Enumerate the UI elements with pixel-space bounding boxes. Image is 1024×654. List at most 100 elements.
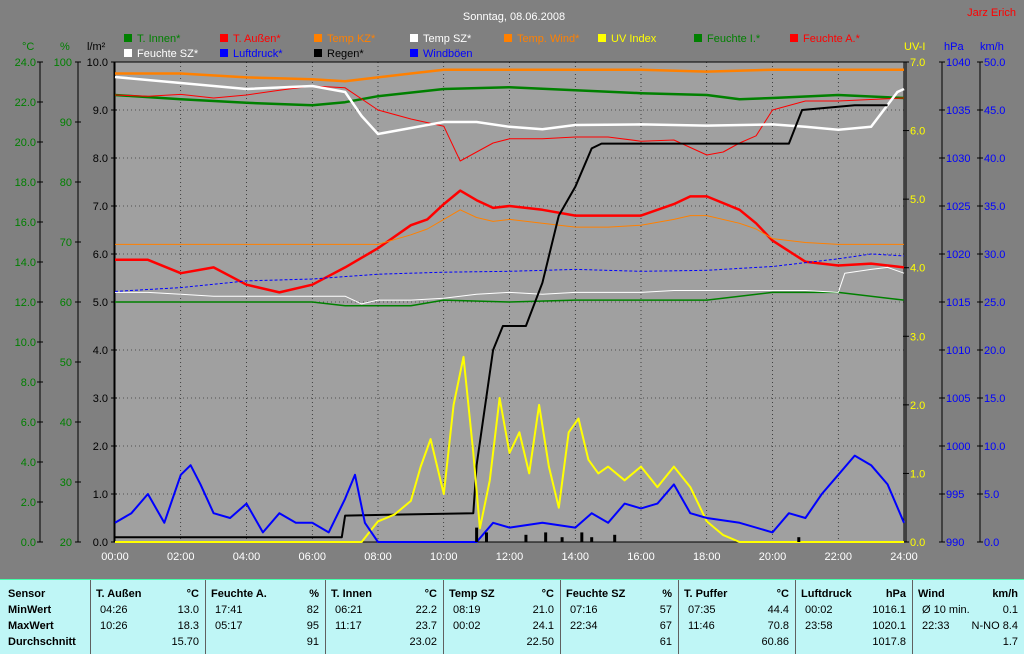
series-line [115, 355, 904, 543]
humidity_pct-tick-label: 90 [60, 117, 72, 129]
weather-chart: Sonntag, 08.06.2008 Jarz Erich °C % l/m²… [14, 7, 1016, 563]
uv-axis-label: UV-I [904, 41, 925, 53]
series-line [114, 85, 905, 162]
chart-author: Jarz Erich [967, 7, 1016, 19]
row-label-sensor: Sensor [8, 588, 46, 600]
series-line [114, 253, 905, 292]
x-tick-label: 10:00 [430, 551, 458, 563]
legend-label: Temp KZ* [327, 33, 376, 45]
temp_c-tick-label: 2.0 [21, 497, 36, 509]
x-tick-label: 22:00 [824, 551, 852, 563]
stat-min-time: 17:41 [215, 604, 243, 616]
x-tick-label: 14:00 [561, 551, 589, 563]
stat-min-value: 13.0 [177, 604, 199, 616]
legend-label: Temp. Wind* [517, 33, 580, 45]
series-line [115, 68, 904, 83]
rain_lm2-tick-label: 3.0 [93, 393, 108, 405]
stat-average: 22.50 [526, 636, 554, 648]
stats-column: T. Puffer °C 07:35 44.4 11:46 70.8 60.86 [678, 580, 796, 654]
pressure_hpa-tick-label: 995 [946, 489, 964, 501]
pressure-axis-label: hPa [944, 41, 964, 53]
legend-label: Luftdruck* [233, 48, 283, 60]
stat-max-value: 95 [306, 620, 319, 632]
x-tick-label: 06:00 [298, 551, 326, 563]
series-line [114, 454, 905, 543]
wind_kmh-tick-label: 35.0 [984, 201, 1005, 213]
temp_c-tick-label: 22.0 [15, 97, 36, 109]
stats-column: T. Innen °C 06:21 22.2 11:17 23.7 23.02 [325, 580, 444, 654]
row-label-avg: Durchschnitt [8, 636, 76, 648]
x-tick-label: 04:00 [233, 551, 261, 563]
stat-min-time: 07:16 [570, 604, 598, 616]
rain_lm2-tick-label: 4.0 [93, 345, 108, 357]
series-layer [114, 68, 905, 543]
stats-column: Luftdruck hPa 00:02 1016.1 23:58 1020.1 1017.8 [795, 580, 913, 654]
stat-min-value: 0.1 [1002, 604, 1018, 616]
stat-average: 23.02 [409, 636, 437, 648]
series-line [115, 291, 905, 307]
rain_lm2-tick-label: 9.0 [93, 105, 108, 117]
stat-average: 91 [306, 636, 319, 648]
humidity-axis-label: % [60, 41, 70, 53]
uv-tick-label: 5.0 [910, 194, 925, 206]
temp_c-tick-label: 24.0 [15, 57, 36, 69]
humidity_pct-tick-label: 40 [60, 417, 72, 429]
stat-sensor-name: T. Außen [96, 588, 142, 600]
uv-tick-label: 7.0 [910, 57, 925, 69]
stats-column: T. Außen °C 04:26 13.0 10:26 18.3 15.70 [90, 580, 206, 654]
temp_c-tick-label: 12.0 [15, 297, 36, 309]
legend-swatch [124, 49, 132, 57]
temp_c-tick-label: 20.0 [15, 137, 36, 149]
stat-min-value: 82 [306, 604, 319, 616]
stat-sensor-name: Wind [918, 588, 945, 600]
wind_kmh-tick-label: 40.0 [984, 153, 1005, 165]
stat-sensor-name: T. Innen [331, 588, 372, 600]
legend-swatch [410, 34, 418, 42]
humidity_pct-tick-label: 20 [60, 537, 72, 549]
series-line [114, 75, 905, 136]
temp_c-tick-label: 18.0 [15, 177, 36, 189]
legend: T. Innen* T. Außen* Temp KZ* Temp SZ* Temp. … [124, 33, 861, 60]
x-tick-label: 00:00 [101, 551, 129, 563]
uv-tick-label: 4.0 [910, 263, 925, 275]
stat-max-time: 11:46 [688, 620, 715, 632]
stat-max-time: 22:34 [570, 620, 598, 632]
stat-sensor-name: Feuchte A. [211, 588, 267, 600]
rain_lm2-tick-label: 7.0 [93, 201, 108, 213]
stat-average: 1.7 [1002, 636, 1018, 648]
rain_lm2-tick-label: 6.0 [93, 249, 108, 261]
humidity_pct-tick-label: 70 [60, 237, 72, 249]
stat-average: 15.70 [171, 636, 199, 648]
legend-swatch [410, 49, 418, 57]
stat-sensor-name: T. Puffer [684, 588, 728, 600]
legend-label: Regen* [327, 48, 364, 60]
series-line [114, 85, 905, 107]
rain-axis-label: l/m² [87, 41, 106, 53]
stats-row-labels: Sensor MinWert MaxWert Durchschnitt [0, 580, 91, 654]
pressure_hpa-tick-label: 1035 [946, 105, 970, 117]
stat-unit: °C [424, 588, 437, 600]
legend-label: T. Außen* [233, 33, 281, 45]
pressure_hpa-tick-label: 1000 [946, 441, 970, 453]
legend-swatch [314, 49, 322, 57]
stat-unit: °C [776, 588, 789, 600]
temp-axis-label: °C [22, 41, 34, 53]
stat-min-time: 08:19 [453, 604, 481, 616]
wind_kmh-tick-label: 0.0 [984, 537, 999, 549]
stat-sensor-name: Luftdruck [801, 588, 852, 600]
wind_kmh-tick-label: 15.0 [984, 393, 1005, 405]
wind_kmh-tick-label: 25.0 [984, 297, 1005, 309]
stat-min-time: 06:21 [335, 604, 363, 616]
wind_kmh-tick-label: 30.0 [984, 249, 1005, 261]
stat-max-value: 70.8 [767, 620, 789, 632]
pressure_hpa-tick-label: 1040 [946, 57, 970, 69]
statistics-panel: Sensor MinWert MaxWert Durchschnitt T. A… [0, 579, 1024, 654]
humidity_pct-tick-label: 50 [60, 357, 72, 369]
stat-max-time: 05:17 [215, 620, 243, 632]
rain_lm2-tick-label: 5.0 [93, 297, 108, 309]
wind_kmh-tick-label: 5.0 [984, 489, 999, 501]
stat-average: 60.86 [761, 636, 789, 648]
stat-unit: °C [186, 588, 199, 600]
legend-label: Temp SZ* [423, 33, 472, 45]
